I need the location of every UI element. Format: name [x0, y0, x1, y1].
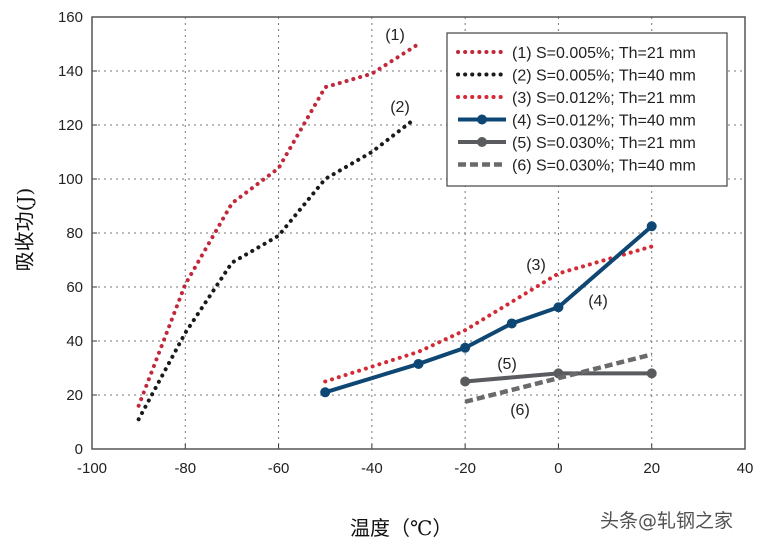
series-label-1: (1) [385, 27, 405, 44]
y-tick-label: 60 [66, 279, 83, 296]
watermark: 头条@轧钢之家 [600, 510, 734, 532]
y-tick-label: 0 [75, 441, 83, 458]
series-4-point [553, 302, 564, 313]
x-axis-label: 温度（℃） [350, 516, 453, 540]
series-line-6 [464, 352, 653, 404]
series-line-2 [136, 117, 416, 422]
legend-entry-6: (6) S=0.030%; Th=40 mm [512, 158, 696, 175]
legend-box [446, 32, 728, 187]
y-tick-label: 80 [66, 225, 83, 242]
legend-entry-1: (1) S=0.005%; Th=21 mm [512, 45, 696, 62]
series-4-point [646, 221, 657, 232]
series-4-point [320, 387, 331, 398]
series-label-2: (2) [390, 99, 410, 116]
series-4-point [413, 358, 424, 369]
y-tick-label: 100 [58, 171, 83, 188]
x-tick-label: -60 [268, 460, 290, 477]
series-line-3 [323, 244, 654, 384]
series-label-4: (4) [588, 293, 608, 310]
y-tick-label: 20 [66, 387, 83, 404]
series-line-1 [136, 42, 421, 408]
y-tick-label: 140 [58, 63, 83, 80]
y-tick-label: 40 [66, 333, 83, 350]
legend-entry-4: (4) S=0.012%; Th=40 mm [512, 113, 696, 130]
legend-marker-4 [477, 114, 487, 125]
x-tick-label: -20 [454, 460, 476, 477]
y-axis-label: 吸收功(J) [12, 187, 37, 272]
legend: (1) S=0.005%; Th=21 mm (2) S=0.005%; Th=4… [446, 32, 728, 187]
legend-entry-5: (5) S=0.030%; Th=21 mm [512, 135, 696, 152]
series-label-3: (3) [526, 257, 546, 274]
plot-frame [91, 16, 746, 450]
legend-marker-5 [477, 137, 487, 147]
series-4-point [506, 318, 517, 329]
series-line-4 [324, 224, 654, 395]
legend-entry-2: (2) S=0.005%; Th=40 mm [512, 68, 696, 85]
x-tick-label: 0 [554, 460, 562, 477]
x-tick-label: -40 [361, 460, 383, 477]
y-tick-label: 160 [58, 9, 83, 26]
x-tick-label: -100 [77, 460, 107, 477]
series-5-point [460, 376, 471, 387]
series-4-point [460, 342, 471, 353]
series-label-6: (6) [510, 402, 530, 419]
x-tick-label: 20 [643, 460, 660, 477]
series-label-5: (5) [497, 356, 517, 373]
y-tick-label: 120 [58, 117, 83, 134]
x-tick-label: -80 [174, 460, 196, 477]
legend-entry-3: (3) S=0.012%; Th=21 mm [512, 90, 696, 107]
series-5-point [646, 368, 657, 379]
x-tick-label: 40 [737, 460, 754, 477]
